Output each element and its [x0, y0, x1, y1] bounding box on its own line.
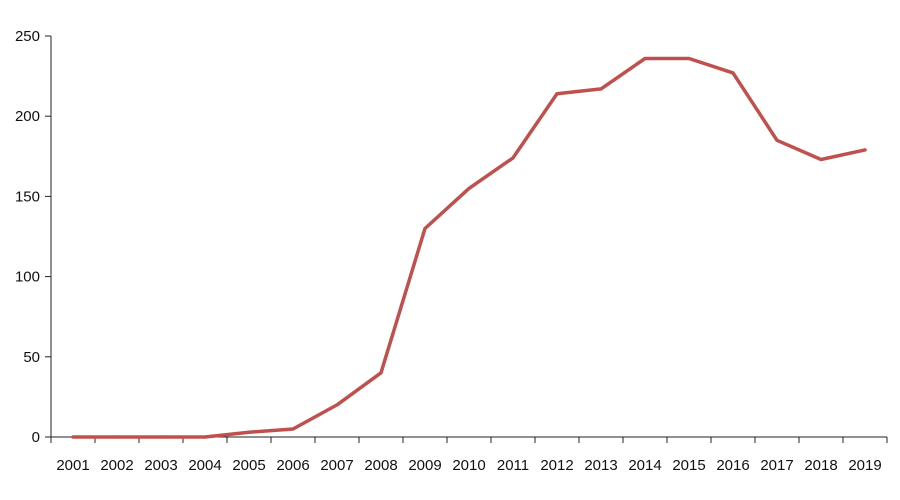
x-tick-label: 2015 — [672, 457, 705, 474]
x-tick-label: 2004 — [188, 457, 221, 474]
x-tick-label: 2011 — [497, 457, 529, 474]
x-tick-label: 2010 — [452, 457, 485, 474]
x-tick-label: 2002 — [100, 457, 133, 474]
y-tick-label: 250 — [15, 28, 40, 45]
data-point — [775, 138, 779, 142]
y-axis: 0 50 100 150 200 250 — [15, 28, 52, 446]
x-tick-label: 2017 — [760, 457, 793, 474]
data-point — [511, 156, 515, 160]
data-point — [247, 430, 251, 434]
x-tick-label: 2018 — [804, 457, 837, 474]
data-point — [291, 427, 295, 431]
data-point — [555, 92, 559, 96]
x-tick-label: 2009 — [408, 457, 441, 474]
data-point — [203, 435, 207, 439]
y-tick-label: 150 — [15, 188, 40, 205]
data-point — [863, 148, 867, 152]
data-point — [423, 226, 427, 230]
data-point — [731, 71, 735, 75]
x-tick-label: 2014 — [628, 457, 661, 474]
data-point — [71, 435, 75, 439]
data-point — [379, 371, 383, 375]
series-line — [71, 56, 867, 439]
x-tick-label: 2013 — [584, 457, 617, 474]
x-tick-label: 2016 — [716, 457, 749, 474]
y-tick-label: 0 — [32, 429, 40, 446]
x-tick-label: 2019 — [848, 457, 881, 474]
series-layer — [71, 56, 867, 439]
x-tick-label: 2007 — [320, 457, 353, 474]
data-point — [467, 186, 471, 190]
data-point — [819, 158, 823, 162]
x-tick-label: 2003 — [144, 457, 177, 474]
x-tick-label: 2006 — [276, 457, 309, 474]
y-tick-label: 50 — [23, 349, 40, 366]
x-tick-label: 2001 — [56, 457, 89, 474]
data-point — [115, 435, 119, 439]
x-tick-label: 2008 — [364, 457, 397, 474]
x-axis: 2001 2002 2003 2004 2005 2006 2007 2008 2009 2010… — [50, 436, 888, 474]
data-point — [335, 403, 339, 407]
data-point — [687, 56, 691, 60]
y-tick-label: 200 — [15, 108, 40, 125]
data-point — [643, 56, 647, 60]
y-tick-label: 100 — [15, 269, 40, 286]
x-tick-label: 2012 — [540, 457, 573, 474]
x-tick-label: 2005 — [232, 457, 265, 474]
data-point — [599, 87, 603, 91]
data-point — [159, 435, 163, 439]
